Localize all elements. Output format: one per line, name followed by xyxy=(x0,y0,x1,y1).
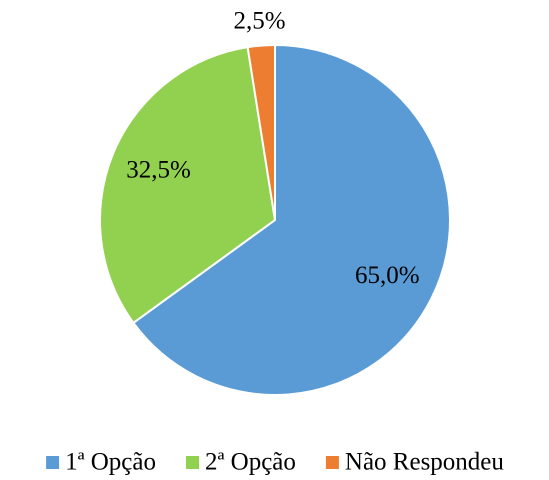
data-label: 2,5% xyxy=(233,8,285,35)
pie-slice xyxy=(132,43,451,396)
data-label: 32,5% xyxy=(126,157,191,184)
legend-swatch xyxy=(186,456,199,469)
legend-swatch xyxy=(325,456,339,469)
legend-label: Não Respondeu xyxy=(345,449,504,476)
legend-label: 2ª Opção xyxy=(205,449,296,476)
legend-swatch xyxy=(46,456,60,469)
legend-label: 1ª Opção xyxy=(65,449,156,476)
data-label: 65,0% xyxy=(355,262,420,289)
pie-slice xyxy=(99,46,277,325)
pie-slice xyxy=(246,43,276,221)
